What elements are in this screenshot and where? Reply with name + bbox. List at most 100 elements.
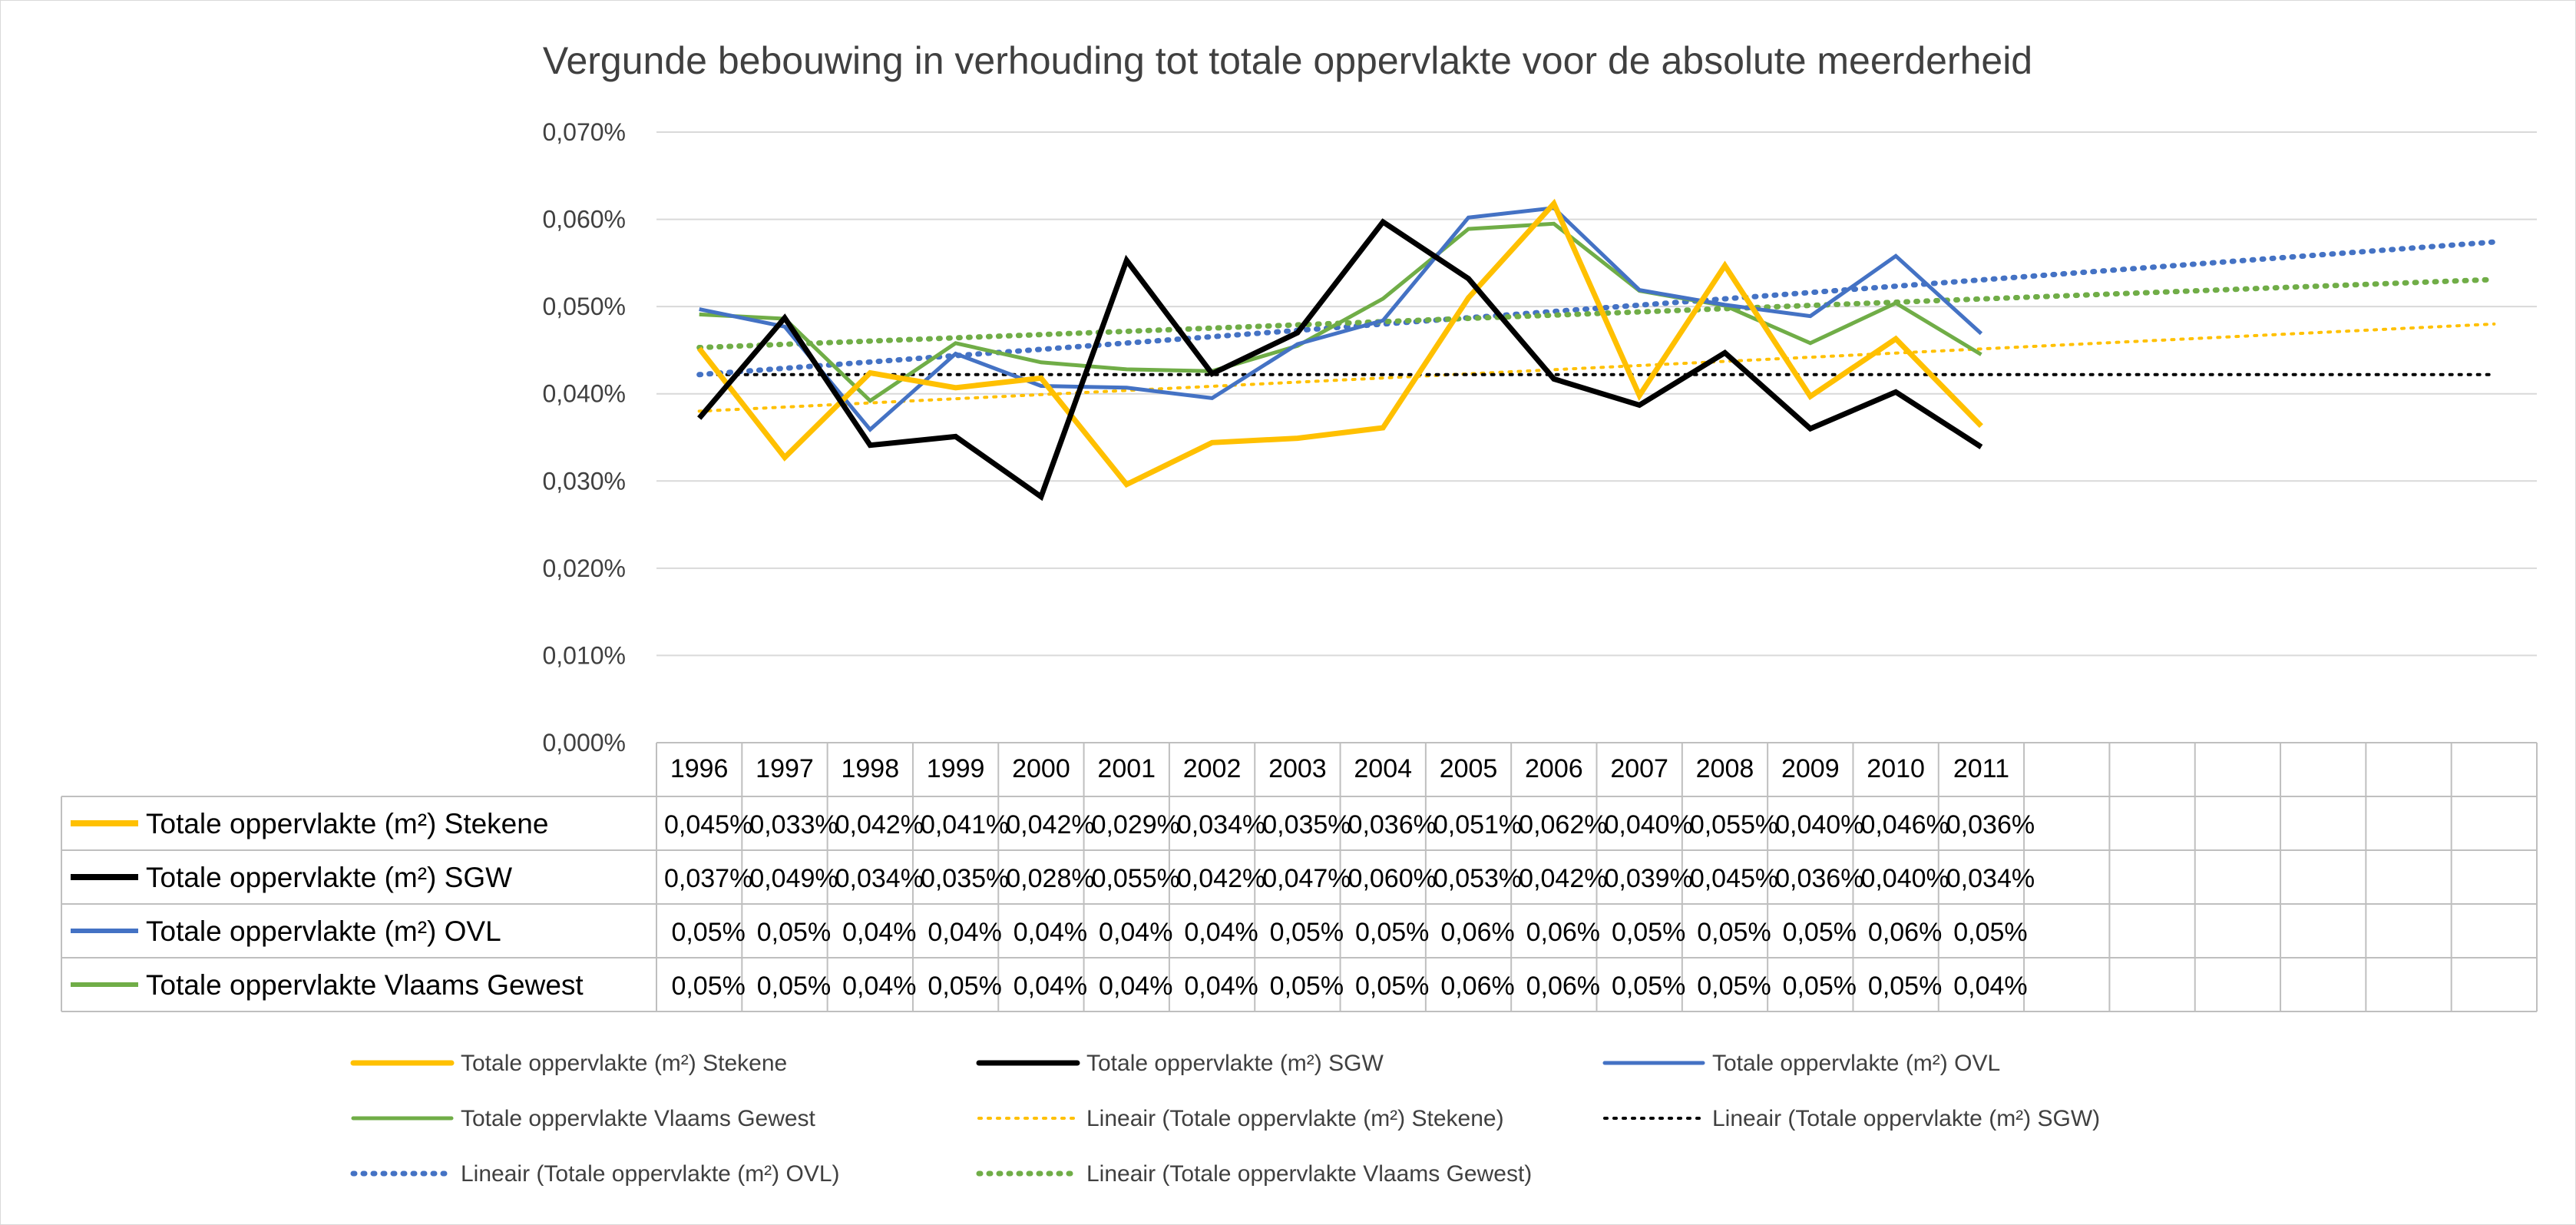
data-label: 0,05% (1868, 972, 1942, 1001)
y-tick-label: 0,000% (542, 729, 626, 757)
legend: Totale oppervlakte (m²) Stekene Totale op… (350, 1051, 2100, 1187)
row-label: Totale oppervlakte (m²) Stekene (146, 808, 548, 839)
data-label: 0,06% (1868, 918, 1942, 947)
category-label: 2010 (1867, 754, 1925, 783)
y-tick-label: 0,010% (542, 641, 626, 669)
category-label: 2011 (1953, 754, 2009, 783)
row-label: Totale oppervlakte (m²) SGW (146, 862, 512, 893)
category-label: 1996 (670, 754, 729, 783)
data-label: 0,04% (1014, 918, 1087, 947)
category-label: 2002 (1183, 754, 1242, 783)
y-tick-label: 0,020% (542, 555, 626, 582)
data-label: 0,05% (1355, 972, 1429, 1001)
data-label: 0,041% (921, 810, 1009, 839)
data-label: 0,036% (1348, 810, 1437, 839)
data-label: 0,05% (928, 972, 1001, 1001)
data-label: 0,05% (1697, 918, 1771, 947)
legend-label: Lineair (Totale oppervlakte (m²) Stekene… (1086, 1106, 1504, 1131)
y-tick-label: 0,050% (542, 293, 626, 320)
data-label: 0,042% (1519, 864, 1607, 893)
data-label: 0,036% (1946, 810, 2035, 839)
category-label: 2004 (1354, 754, 1412, 783)
legend-label: Totale oppervlakte (m²) OVL (1712, 1051, 2000, 1076)
y-tick-label: 0,040% (542, 380, 626, 408)
data-label: 0,035% (1262, 810, 1351, 839)
series-lines (696, 198, 1983, 502)
data-label: 0,04% (842, 972, 916, 1001)
series-line-2 (699, 206, 1983, 432)
category-label: 2009 (1781, 754, 1840, 783)
data-table: 1996 1997 1998 1999 2000 2001 2002 2003 2004 2005… (61, 742, 2538, 1012)
data-label: 0,05% (671, 972, 745, 1001)
y-axis-ticks: 0,000% 0,010% 0,020% 0,030% 0,040% 0,050% 0,06… (542, 118, 626, 757)
category-label: 2005 (1440, 754, 1498, 783)
gridlines (656, 131, 2537, 657)
category-label: 2006 (1525, 754, 1583, 783)
data-label: 0,040% (1860, 864, 1949, 893)
data-label: 0,045% (664, 810, 752, 839)
data-label: 0,05% (757, 918, 831, 947)
data-label: 0,029% (1092, 810, 1180, 839)
data-label: 0,034% (835, 864, 924, 893)
category-label: 1997 (756, 754, 814, 783)
data-label: 0,05% (671, 918, 745, 947)
data-label: 0,053% (1433, 864, 1522, 893)
data-label: 0,05% (1783, 972, 1857, 1001)
data-label: 0,05% (757, 972, 831, 1001)
legend-label: Lineair (Totale oppervlakte (m²) SGW) (1712, 1106, 2100, 1131)
data-label: 0,04% (842, 918, 916, 947)
data-label: 0,049% (749, 864, 838, 893)
chart-title: Vergunde bebouwing in verhouding tot tot… (543, 39, 2032, 82)
legend-label: Totale oppervlakte (m²) Stekene (461, 1051, 787, 1076)
series-line-1 (697, 218, 1983, 502)
data-label: 0,04% (1184, 918, 1258, 947)
legend-label: Lineair (Totale oppervlakte Vlaams Gewes… (1086, 1161, 1532, 1187)
data-label: 0,05% (1783, 918, 1857, 947)
data-label: 0,060% (1348, 864, 1437, 893)
data-label: 0,040% (1604, 810, 1692, 839)
data-label: 0,035% (921, 864, 1009, 893)
y-tick-label: 0,070% (542, 118, 626, 146)
data-label: 0,037% (664, 864, 752, 893)
y-tick-label: 0,030% (542, 467, 626, 495)
data-label: 0,04% (1184, 972, 1258, 1001)
legend-label: Totale oppervlakte (m²) SGW (1086, 1051, 1384, 1076)
data-label: 0,05% (1270, 972, 1344, 1001)
data-label: 0,05% (1612, 918, 1685, 947)
data-label: 0,042% (835, 810, 924, 839)
data-label: 0,047% (1262, 864, 1351, 893)
trendline-3 (696, 276, 2497, 351)
data-label: 0,033% (749, 810, 838, 839)
y-tick-label: 0,060% (542, 206, 626, 233)
data-label: 0,034% (1946, 864, 2035, 893)
row-label: Totale oppervlakte Vlaams Gewest (146, 969, 584, 1001)
data-label: 0,042% (1177, 864, 1265, 893)
category-label: 2007 (1610, 754, 1668, 783)
data-label: 0,046% (1860, 810, 1949, 839)
data-label: 0,034% (1177, 810, 1265, 839)
data-label: 0,040% (1775, 810, 1863, 839)
data-label: 0,05% (1355, 918, 1429, 947)
data-label: 0,028% (1006, 864, 1094, 893)
category-label: 2003 (1268, 754, 1327, 783)
series-line-0 (696, 198, 1983, 488)
category-label: 2008 (1696, 754, 1754, 783)
data-label: 0,05% (1953, 918, 2027, 947)
trendline-2 (696, 239, 2497, 378)
data-label: 0,05% (1612, 972, 1685, 1001)
data-label: 0,055% (1092, 864, 1180, 893)
data-label: 0,055% (1690, 810, 1778, 839)
category-label: 2001 (1097, 754, 1156, 783)
data-label: 0,062% (1519, 810, 1607, 839)
data-label: 0,039% (1604, 864, 1692, 893)
series-line-3 (699, 221, 1982, 404)
legend-label: Totale oppervlakte Vlaams Gewest (461, 1106, 816, 1131)
data-label: 0,04% (1014, 972, 1087, 1001)
data-label: 0,06% (1440, 918, 1514, 947)
data-label: 0,04% (928, 918, 1001, 947)
data-label: 0,06% (1440, 972, 1514, 1001)
data-label: 0,04% (1953, 972, 2027, 1001)
data-label: 0,042% (1006, 810, 1094, 839)
data-label: 0,036% (1775, 864, 1863, 893)
